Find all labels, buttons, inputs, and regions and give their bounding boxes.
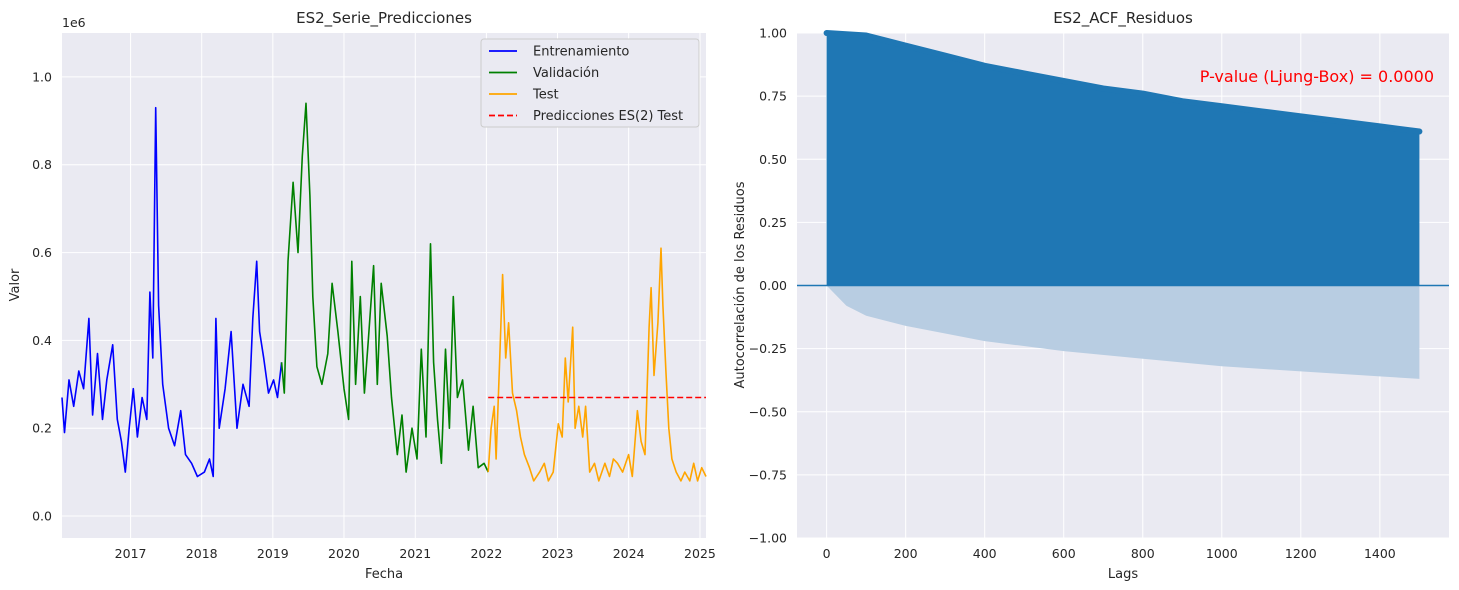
x-tick-label: 200 bbox=[894, 546, 918, 561]
x-tick-label: 2017 bbox=[115, 546, 147, 561]
y-axis-label: Valor bbox=[8, 268, 23, 301]
series-group bbox=[61, 102, 707, 482]
x-tick-label: 1400 bbox=[1364, 546, 1396, 561]
series-line-2 bbox=[280, 102, 489, 473]
series-line-1 bbox=[61, 106, 283, 478]
chart-title: ES2_ACF_Residuos bbox=[1053, 9, 1193, 28]
y-tick-label: 0.2 bbox=[32, 421, 52, 436]
x-tick-label: 1000 bbox=[1206, 546, 1238, 561]
y-tick-label: 0.6 bbox=[32, 245, 52, 260]
x-tick-label: 2023 bbox=[542, 546, 574, 561]
x-tick-label: 2025 bbox=[684, 546, 716, 561]
x-tick-label: 0 bbox=[823, 546, 831, 561]
acf-stems bbox=[826, 33, 1420, 286]
ljung-box-annotation: P-value (Ljung-Box) = 0.0000 bbox=[1200, 67, 1434, 86]
y-tick-labels: −1.00 −0.75 −0.50 −0.25 0.00 0.25 0.50 0.75 1.00 bbox=[749, 26, 787, 546]
acf-residuals-chart: 0 200 400 600 800 1000 1200 1400 −1.00 −0.75 −0.5… bbox=[733, 9, 1449, 582]
x-tick-label: 2022 bbox=[470, 546, 502, 561]
acf-markers bbox=[823, 30, 1423, 135]
y-tick-label: 0.50 bbox=[759, 152, 787, 167]
series-line-3 bbox=[487, 247, 707, 482]
series-predictions-chart: 2017 2018 2019 2020 2021 2022 2023 2024 2025 0.0… bbox=[8, 9, 716, 582]
x-tick-label: 1200 bbox=[1285, 546, 1317, 561]
y-axis-label: Autocorrelación de los Residuos bbox=[733, 181, 748, 388]
y-tick-label: 0.00 bbox=[759, 278, 787, 293]
legend-box bbox=[480, 38, 700, 128]
x-tick-label: 2024 bbox=[613, 546, 645, 561]
y-tick-label: −0.50 bbox=[749, 404, 787, 419]
x-tick-label: 2019 bbox=[257, 546, 289, 561]
x-tick-labels: 2017 2018 2019 2020 2021 2022 2023 2024 2025 bbox=[115, 546, 716, 561]
x-tick-label: 2021 bbox=[399, 546, 431, 561]
y-tick-label: 0.0 bbox=[32, 509, 52, 524]
legend-label: Test bbox=[532, 88, 559, 103]
x-tick-labels: 0 200 400 600 800 1000 1200 1400 bbox=[823, 546, 1396, 561]
y-tick-labels: 0.0 0.2 0.4 0.6 0.8 1.0 bbox=[32, 69, 52, 523]
y-tick-label: 1.00 bbox=[759, 26, 787, 41]
x-axis-label: Fecha bbox=[365, 567, 403, 582]
legend: Entrenamiento Validación Test Predicciones … bbox=[480, 38, 700, 128]
legend-label: Predicciones ES(2) Test bbox=[533, 109, 683, 124]
y-tick-label: −1.00 bbox=[749, 531, 787, 546]
y-tick-label: 0.8 bbox=[32, 157, 52, 172]
confidence-band bbox=[826, 285, 1420, 379]
y-tick-label: −0.25 bbox=[749, 341, 787, 356]
y-tick-label: 0.75 bbox=[759, 89, 787, 104]
y-tick-label: 0.25 bbox=[759, 215, 787, 230]
x-tick-label: 400 bbox=[973, 546, 997, 561]
x-tick-label: 2018 bbox=[186, 546, 218, 561]
legend-label: Validación bbox=[533, 66, 599, 81]
x-tick-label: 2020 bbox=[328, 546, 360, 561]
x-axis-label: Lags bbox=[1108, 567, 1138, 582]
x-tick-label: 800 bbox=[1131, 546, 1155, 561]
y-tick-label: −0.75 bbox=[749, 467, 787, 482]
acf-marks bbox=[797, 30, 1449, 379]
y-offset-label: 1e6 bbox=[62, 15, 86, 30]
legend-label: Entrenamiento bbox=[533, 45, 629, 60]
y-tick-label: 0.4 bbox=[32, 333, 52, 348]
y-tick-label: 1.0 bbox=[32, 69, 52, 84]
x-tick-label: 600 bbox=[1052, 546, 1076, 561]
chart-title: ES2_Serie_Predicciones bbox=[296, 9, 472, 28]
